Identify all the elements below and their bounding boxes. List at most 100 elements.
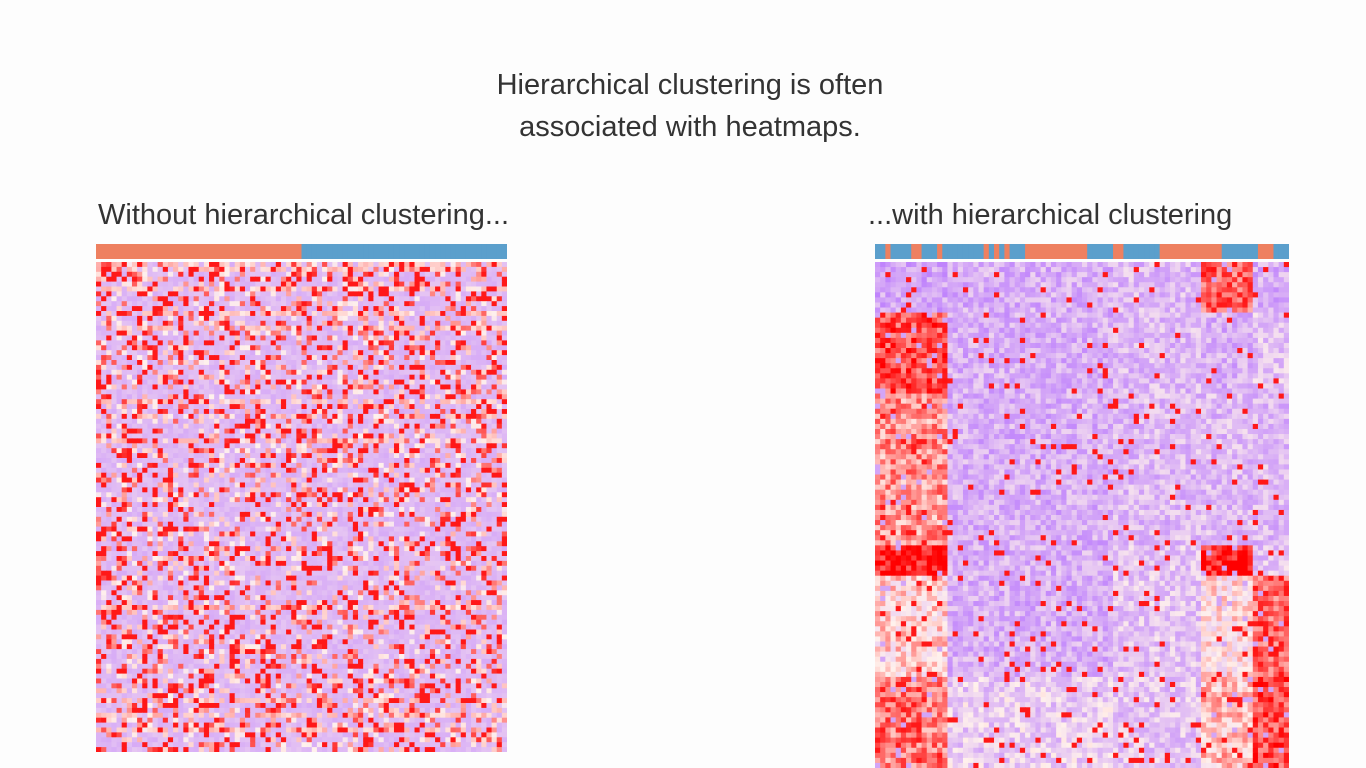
- heatmap-cell: [440, 467, 446, 474]
- heatmap-cell: [214, 266, 220, 273]
- heatmap-cell: [147, 413, 154, 420]
- heatmap-cell: [429, 394, 436, 400]
- heatmap-cell: [280, 526, 287, 533]
- heatmap-cell: [414, 511, 421, 518]
- heatmap-cell: [316, 330, 323, 337]
- heatmap-cell: [450, 379, 457, 386]
- heatmap-cell: [224, 335, 231, 341]
- heatmap-cell: [275, 511, 282, 518]
- heatmap-cell: [419, 413, 426, 420]
- heatmap-cell: [203, 311, 210, 317]
- heatmap-cell: [244, 502, 251, 508]
- sample-group-cell: [121, 244, 128, 259]
- heatmap-cell: [332, 335, 339, 341]
- heatmap-cell: [332, 384, 339, 390]
- heatmap-cell: [111, 516, 118, 523]
- heatmap-cell: [414, 487, 421, 493]
- heatmap-cell: [234, 482, 241, 488]
- heatmap-cell: [496, 536, 503, 542]
- heatmap-cell: [106, 497, 113, 503]
- heatmap-cell: [167, 477, 174, 484]
- heatmap-cell: [481, 546, 488, 552]
- heatmap-cell: [280, 286, 287, 292]
- heatmap-cell: [440, 511, 446, 518]
- heatmap-cell: [280, 364, 287, 371]
- heatmap-cell: [214, 521, 220, 528]
- heatmap-cell: [476, 306, 482, 312]
- heatmap-cell: [435, 521, 441, 528]
- heatmap-cell: [481, 335, 488, 341]
- heatmap-cell: [301, 467, 308, 474]
- heatmap-cell: [286, 330, 292, 337]
- heatmap-cell: [209, 399, 215, 405]
- heatmap-cell: [429, 296, 436, 302]
- heatmap-cell: [419, 389, 426, 395]
- heatmap-cell: [419, 345, 426, 351]
- heatmap-cell: [111, 399, 118, 405]
- heatmap-cell: [183, 301, 190, 307]
- heatmap-cell: [373, 502, 380, 508]
- heatmap-cell: [219, 409, 226, 415]
- heatmap-cell: [116, 453, 123, 459]
- heatmap-cell: [363, 286, 369, 292]
- heatmap-cell: [121, 462, 128, 469]
- heatmap-cell: [440, 291, 446, 297]
- heatmap-cell: [337, 443, 344, 449]
- heatmap-cell: [96, 482, 102, 488]
- heatmap-cell: [121, 325, 128, 332]
- heatmap-cell: [393, 487, 400, 493]
- heatmap-cell: [126, 551, 133, 557]
- heatmap-cell: [393, 306, 400, 312]
- heatmap-cell: [142, 487, 148, 493]
- heatmap-cell: [291, 311, 297, 317]
- heatmap-cell: [106, 379, 113, 386]
- heatmap-cell: [481, 507, 488, 513]
- heatmap-cell: [342, 374, 349, 381]
- heatmap-cell: [429, 472, 436, 479]
- heatmap-cell: [342, 556, 349, 562]
- heatmap-cell: [116, 551, 123, 557]
- heatmap-cell: [270, 458, 277, 464]
- heatmap-cell: [429, 360, 436, 366]
- heatmap-cell: [486, 350, 493, 356]
- heatmap-cell: [96, 306, 102, 312]
- heatmap-cell: [388, 296, 395, 302]
- heatmap-cell: [486, 266, 493, 273]
- heatmap-cell: [239, 413, 246, 420]
- heatmap-cell: [383, 521, 390, 528]
- heatmap-cell: [234, 511, 241, 518]
- heatmap-cell: [393, 477, 400, 484]
- heatmap-cell: [106, 526, 113, 533]
- heatmap-cell: [147, 291, 154, 297]
- heatmap-cell: [239, 467, 246, 474]
- heatmap-cell: [414, 379, 421, 386]
- sample-group-cell: [239, 244, 246, 259]
- heatmap-cell: [399, 418, 405, 425]
- heatmap-cell: [152, 551, 159, 557]
- heatmap-cell: [368, 477, 375, 484]
- heatmap-cell: [260, 262, 267, 268]
- heatmap-cell: [424, 335, 431, 341]
- heatmap-cell: [137, 350, 143, 356]
- heatmap-cell: [167, 423, 174, 430]
- heatmap-cell: [363, 526, 369, 533]
- heatmap-cell: [358, 477, 364, 484]
- heatmap-cell: [147, 433, 154, 439]
- heatmap-cell: [147, 507, 154, 513]
- heatmap-cell: [167, 364, 174, 371]
- heatmap-cell: [486, 551, 493, 557]
- heatmap-cell: [481, 374, 488, 381]
- heatmap-cell: [352, 389, 359, 395]
- sample-group-cell: [332, 244, 339, 259]
- heatmap-cell: [471, 311, 477, 317]
- heatmap-cell: [471, 448, 477, 454]
- heatmap-cell: [476, 266, 482, 273]
- heatmap-cell: [142, 423, 148, 430]
- heatmap-cell: [358, 384, 364, 390]
- heatmap-cell: [327, 482, 333, 488]
- heatmap-cell: [352, 271, 359, 278]
- heatmap-cell: [435, 433, 441, 439]
- heatmap-cell: [121, 472, 128, 479]
- heatmap-cell: [157, 448, 164, 454]
- heatmap-cell: [322, 355, 328, 361]
